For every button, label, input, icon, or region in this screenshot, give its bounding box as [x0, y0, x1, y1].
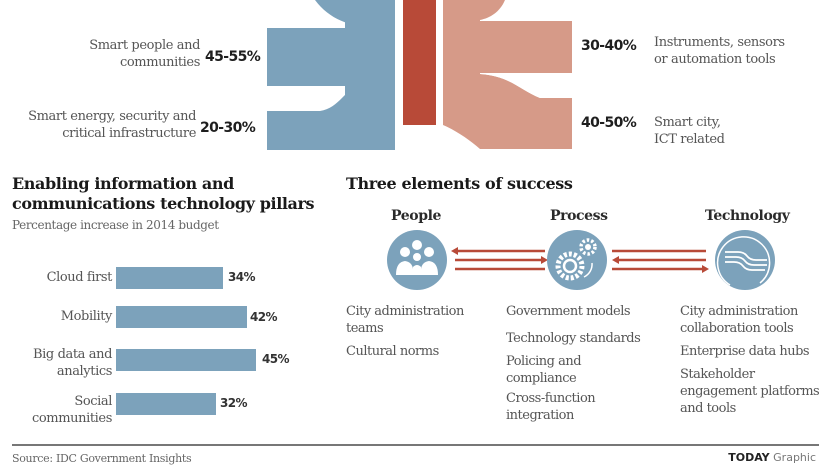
- bar-label-cloud-first: Cloud first: [46, 270, 113, 285]
- bar-label-big-data: Big data and analytics: [33, 347, 112, 379]
- technology-item: Enterprise data hubs: [680, 344, 810, 359]
- bar-value-cloud-first: 34%: [228, 270, 256, 284]
- bar-value-social: 32%: [220, 396, 248, 410]
- flow-left-label-1: Smart people and communities: [89, 38, 200, 70]
- gears-icon: [547, 230, 607, 290]
- flow-right-pct-1: 30-40%: [581, 38, 637, 54]
- flow-diagram: [267, 0, 572, 150]
- element-title-people: People: [391, 208, 442, 224]
- arrows-people-process: [451, 247, 548, 271]
- bar-value-mobility: 42%: [250, 310, 278, 324]
- flow-right-instruments: [443, 21, 572, 73]
- flow-left-pct-2: 20-30%: [200, 120, 256, 136]
- elements-diagram: [387, 230, 775, 290]
- technology-item: Stakeholder engagement platforms and too…: [680, 367, 820, 416]
- element-title-process: Process: [550, 208, 608, 224]
- elements-title: Three elements of success: [346, 174, 573, 193]
- process-item: Policing and compliance: [506, 354, 582, 386]
- pillars-title: Enabling information and communications …: [12, 174, 315, 213]
- bar-big-data: [116, 349, 256, 371]
- footer-divider: [12, 444, 819, 446]
- people-item: Cultural norms: [346, 344, 439, 359]
- arrows-process-technology: [612, 249, 709, 273]
- bar-social: [116, 393, 216, 415]
- bar-label-mobility: Mobility: [60, 309, 113, 324]
- people-group-icon: [387, 230, 447, 290]
- bar-value-big-data: 45%: [262, 352, 290, 366]
- flow-left-energy: [267, 86, 395, 150]
- flow-center-bar: [403, 0, 436, 125]
- pillars-subtitle: Percentage increase in 2014 budget: [12, 218, 219, 232]
- technology-item: City administration collaboration tools: [680, 304, 798, 336]
- process-item: Cross-function integration: [506, 391, 596, 423]
- flow-left-pct-1: 45-55%: [205, 49, 261, 65]
- bar-label-social: Social communities: [31, 394, 112, 426]
- process-item: Technology standards: [506, 331, 641, 346]
- flow-right-pct-2: 40-50%: [581, 115, 637, 131]
- bar-mobility: [116, 306, 247, 328]
- flow-right-smartcity: [443, 74, 572, 149]
- bar-cloud-first: [116, 267, 223, 289]
- network-waves-icon: [715, 230, 775, 290]
- people-item: City administration teams: [346, 304, 464, 336]
- flow-right-label-1: Instruments, sensors or automation tools: [654, 35, 785, 67]
- flow-right-label-2: Smart city, ICT related: [654, 115, 725, 147]
- process-items: Government models Technology standards P…: [506, 303, 676, 430]
- flow-left-label-2: Smart energy, security and critical infr…: [28, 109, 196, 141]
- publisher-credit: TODAY Graphic: [728, 451, 816, 464]
- source-note: Source: IDC Government Insights: [12, 452, 192, 465]
- element-title-technology: Technology: [705, 208, 790, 224]
- technology-items: City administration collaboration tools …: [680, 303, 830, 423]
- people-items: City administration teams Cultural norms: [346, 303, 496, 366]
- process-item: Government models: [506, 304, 631, 319]
